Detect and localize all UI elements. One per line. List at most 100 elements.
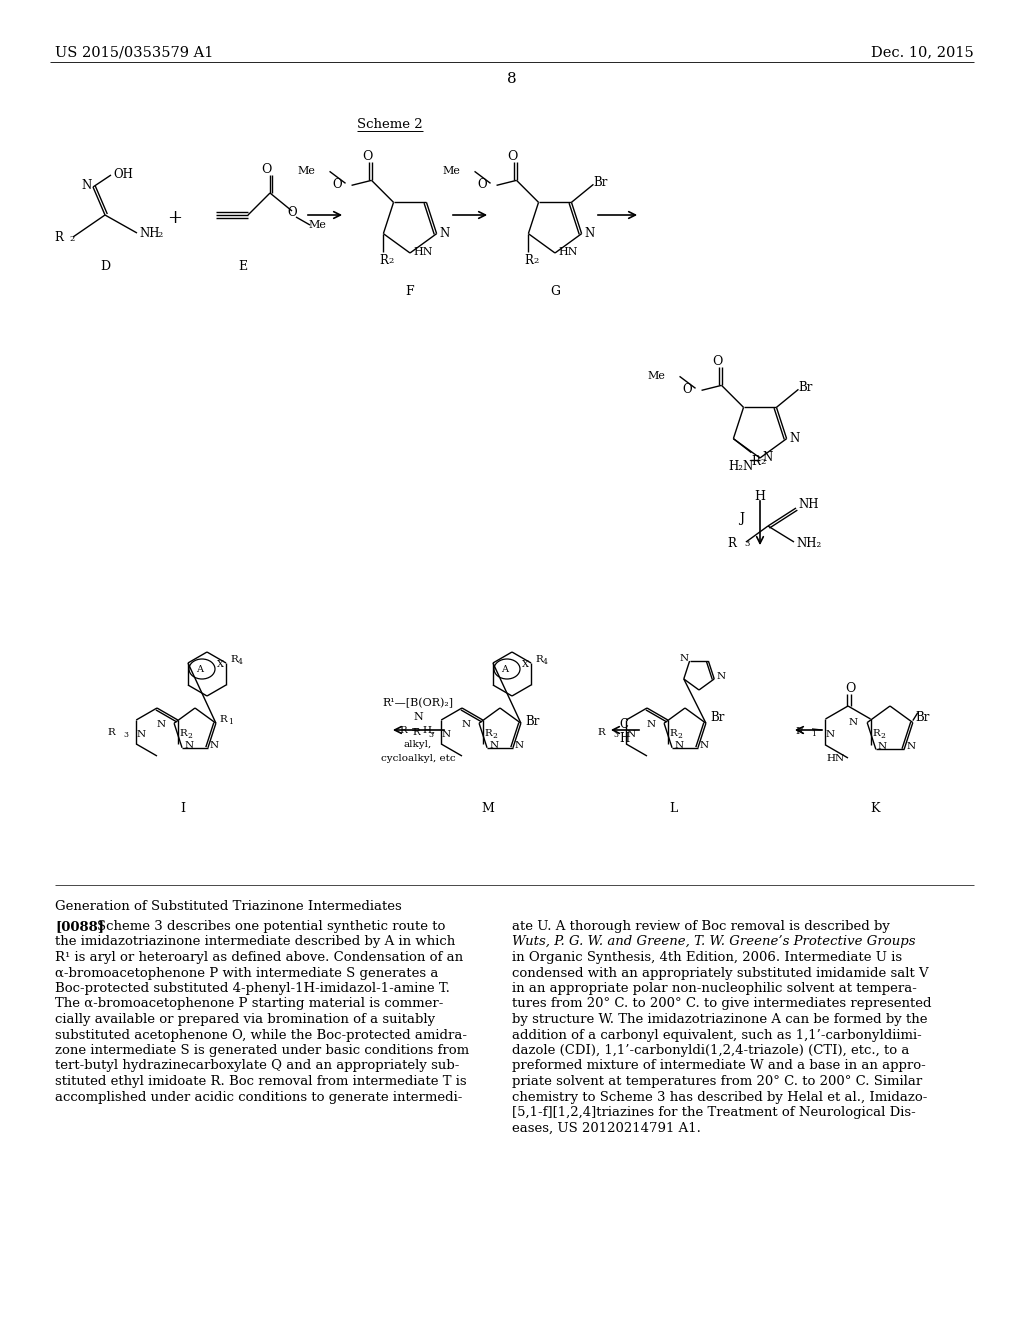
Text: Scheme 3 describes one potential synthetic route to: Scheme 3 describes one potential synthet… [97,920,445,933]
Text: 2: 2 [761,458,766,466]
Text: 3: 3 [428,731,433,739]
Text: R = H,: R = H, [400,726,435,735]
Text: [5,1-f][1,2,4]triazines for the Treatment of Neurological Dis-: [5,1-f][1,2,4]triazines for the Treatmen… [512,1106,915,1119]
Text: 3: 3 [744,540,750,548]
Text: 3: 3 [613,731,618,739]
Text: H₂N: H₂N [728,459,754,473]
Text: 1: 1 [811,730,816,738]
Text: The α-bromoacetophenone P starting material is commer-: The α-bromoacetophenone P starting mater… [55,998,443,1011]
Text: M: M [481,803,495,814]
Text: Me: Me [647,371,666,381]
Text: O: O [261,162,271,176]
Text: N: N [906,742,915,751]
Text: A: A [502,664,509,673]
Text: O: O [287,206,297,219]
Text: R: R [230,655,238,664]
Text: Me: Me [308,220,326,230]
Text: cially available or prepared via bromination of a suitably: cially available or prepared via bromina… [55,1012,435,1026]
Text: tures from 20° C. to 200° C. to give intermediates represented: tures from 20° C. to 200° C. to give int… [512,998,932,1011]
Text: N: N [680,653,689,663]
Text: in an appropriate polar non-nucleophilic solvent at tempera-: in an appropriate polar non-nucleophilic… [512,982,916,995]
Text: D: D [100,260,110,273]
Text: 2: 2 [157,231,162,239]
Text: Br: Br [915,710,930,723]
Text: X: X [217,660,224,669]
Text: +: + [168,209,182,227]
Text: K: K [870,803,880,814]
Text: N: N [82,180,92,191]
Text: N: N [184,741,194,750]
Text: HN: HN [413,247,432,257]
Text: H: H [755,490,766,503]
Text: condensed with an appropriately substituted imidamide salt V: condensed with an appropriately substitu… [512,966,929,979]
Text: 2: 2 [187,733,191,741]
Text: addition of a carbonyl equivalent, such as 1,1’-carbonyldiimi-: addition of a carbonyl equivalent, such … [512,1028,922,1041]
Text: N: N [157,719,166,729]
Text: in Organic Synthesis, 4th Edition, 2006. Intermediate U is: in Organic Synthesis, 4th Edition, 2006.… [512,950,902,964]
Text: 8: 8 [507,73,517,86]
Text: Me: Me [442,166,461,177]
Text: N: N [441,730,451,739]
Text: C: C [620,718,629,731]
Text: N: N [825,730,835,739]
Text: J: J [739,512,744,525]
Text: NH: NH [798,498,818,511]
Text: zone intermediate S is generated under basic conditions from: zone intermediate S is generated under b… [55,1044,469,1057]
Text: N: N [849,718,857,727]
Text: the imidazotriazinone intermediate described by A in which: the imidazotriazinone intermediate descr… [55,936,456,949]
Text: OH: OH [113,168,133,181]
Text: N: N [585,227,595,240]
Text: H: H [618,733,629,744]
Text: I: I [180,803,185,814]
Text: R: R [484,729,492,738]
Text: R¹ is aryl or heteroaryl as defined above. Condensation of an: R¹ is aryl or heteroaryl as defined abov… [55,950,463,964]
Text: G: G [550,285,560,298]
Text: N: N [716,672,725,681]
Text: NH: NH [139,227,160,240]
Text: substituted acetophenone O, while the Boc-protected amidra-: substituted acetophenone O, while the Bo… [55,1028,467,1041]
Text: HN: HN [827,754,845,763]
Text: 2: 2 [881,731,885,739]
Text: F: F [406,285,415,298]
Text: O: O [362,150,373,164]
Text: 3: 3 [123,731,128,739]
Text: E: E [239,260,248,273]
Text: O: O [507,150,518,164]
Text: R: R [727,537,736,550]
Text: R: R [536,655,543,664]
Text: [0088]: [0088] [55,920,104,933]
Text: stituted ethyl imidoate R. Boc removal from intermediate T is: stituted ethyl imidoate R. Boc removal f… [55,1074,467,1088]
Text: 4: 4 [543,657,548,667]
Text: preformed mixture of intermediate W and a base in an appro-: preformed mixture of intermediate W and … [512,1060,926,1072]
Text: Br: Br [594,177,608,189]
Text: R: R [524,253,534,267]
Text: N: N [700,741,709,750]
Text: O: O [713,355,723,368]
Text: 1: 1 [228,718,232,726]
Text: α-bromoacetophenone P with intermediate S generates a: α-bromoacetophenone P with intermediate … [55,966,438,979]
Text: Br: Br [799,381,813,395]
Text: Generation of Substituted Triazinone Intermediates: Generation of Substituted Triazinone Int… [55,900,401,913]
Text: cycloalkyl, etc: cycloalkyl, etc [381,754,456,763]
Text: N: N [210,741,219,750]
Text: R: R [54,231,63,244]
Text: alkyl,: alkyl, [403,741,432,748]
Text: 2: 2 [677,733,682,741]
Text: N: N [878,742,887,751]
Text: R: R [872,729,880,738]
Text: Dec. 10, 2015: Dec. 10, 2015 [871,45,974,59]
Text: 4: 4 [238,657,243,667]
Text: Scheme 2: Scheme 2 [357,117,423,131]
Text: A: A [197,664,204,673]
Text: Br: Br [525,715,540,729]
Text: N: N [674,741,683,750]
Text: dazole (CDI), 1,1’-carbonyldi(1,2,4-triazole) (CTI), etc., to a: dazole (CDI), 1,1’-carbonyldi(1,2,4-tria… [512,1044,909,1057]
Text: US 2015/0353579 A1: US 2015/0353579 A1 [55,45,213,59]
Text: R: R [108,729,115,737]
Text: N: N [462,719,471,729]
Text: N: N [136,730,145,739]
Text: R¹—[B(OR)₂]: R¹—[B(OR)₂] [382,698,454,709]
Text: R: R [669,729,677,738]
Text: 2: 2 [493,733,497,741]
Text: ate U. A thorough review of Boc removal is described by: ate U. A thorough review of Boc removal … [512,920,890,933]
